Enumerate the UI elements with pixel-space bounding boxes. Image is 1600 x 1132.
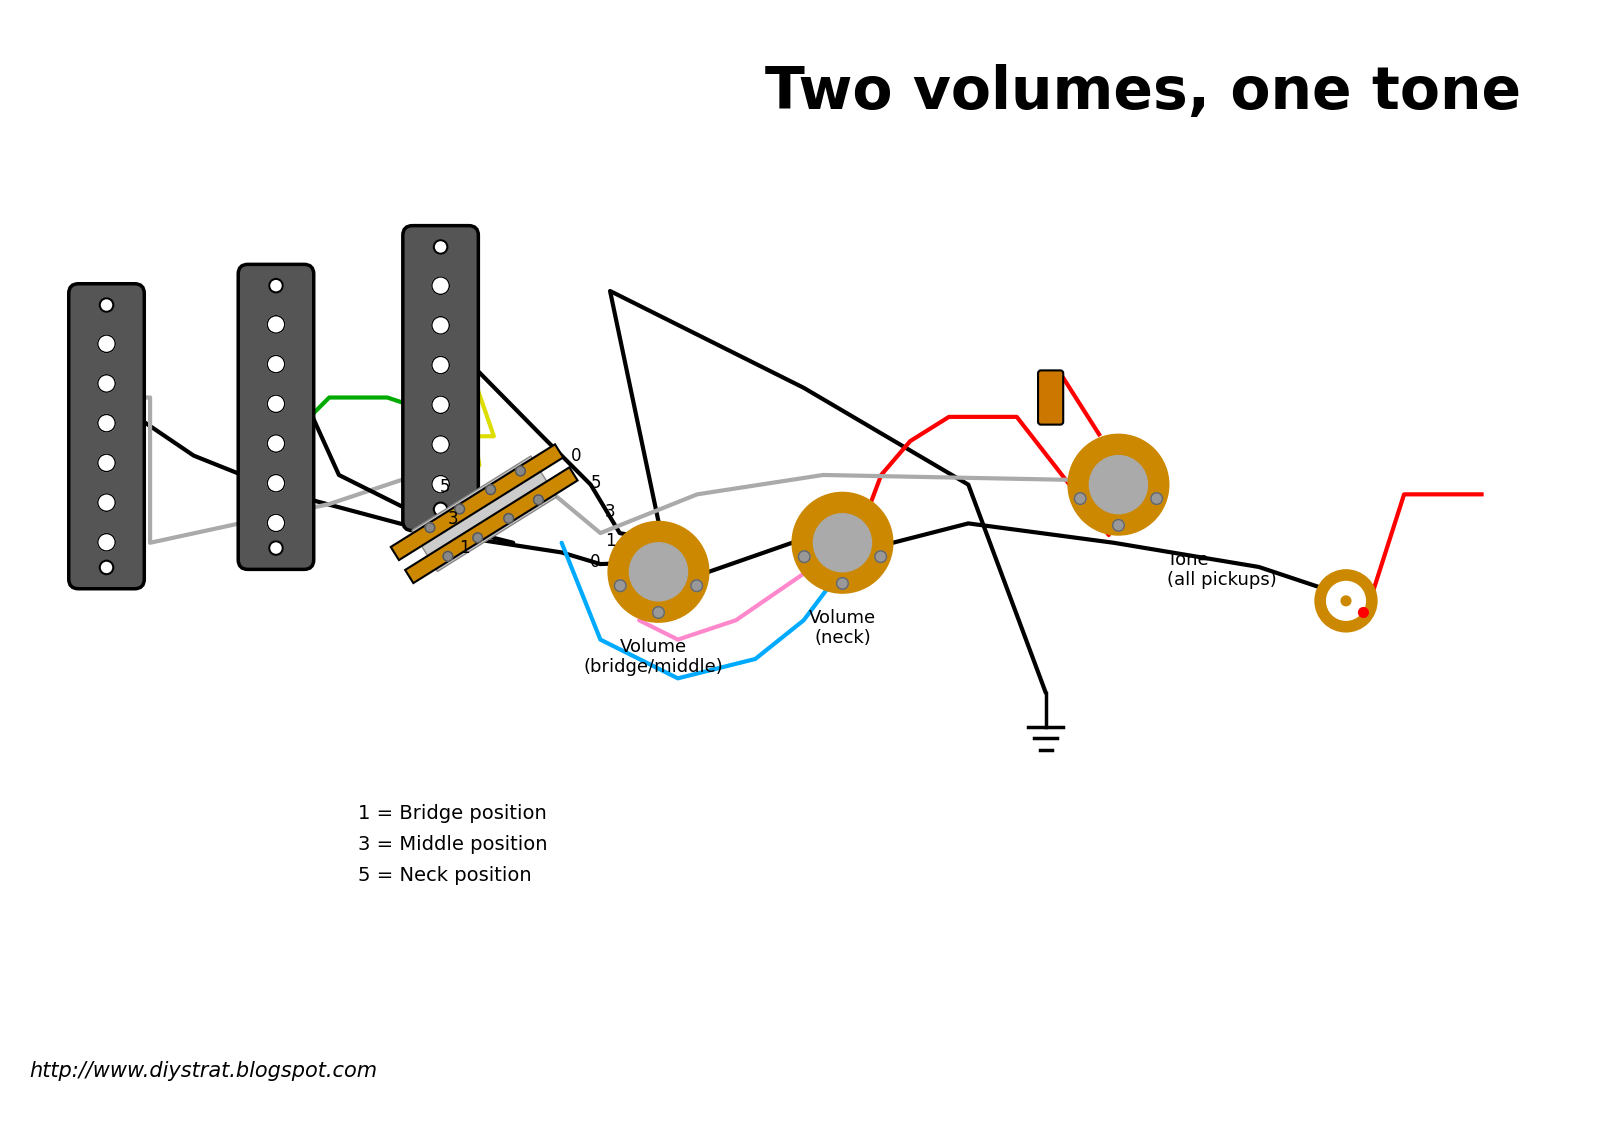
Text: 5: 5 bbox=[590, 473, 600, 491]
Circle shape bbox=[99, 298, 114, 311]
Circle shape bbox=[1326, 582, 1365, 620]
Circle shape bbox=[813, 514, 872, 572]
Text: 0: 0 bbox=[590, 554, 600, 572]
Circle shape bbox=[267, 355, 285, 372]
Circle shape bbox=[269, 278, 283, 292]
Circle shape bbox=[1075, 492, 1086, 505]
Circle shape bbox=[515, 466, 525, 475]
Text: 5: 5 bbox=[440, 478, 451, 496]
Circle shape bbox=[432, 317, 450, 334]
Circle shape bbox=[1150, 492, 1163, 505]
FancyBboxPatch shape bbox=[69, 284, 144, 589]
Circle shape bbox=[99, 560, 114, 574]
Circle shape bbox=[98, 335, 115, 352]
Circle shape bbox=[432, 357, 450, 374]
Circle shape bbox=[432, 436, 450, 453]
Text: Volume
(bridge/middle): Volume (bridge/middle) bbox=[584, 637, 723, 677]
Circle shape bbox=[1112, 520, 1125, 531]
Circle shape bbox=[267, 395, 285, 412]
Circle shape bbox=[653, 607, 664, 618]
Text: 3: 3 bbox=[605, 503, 616, 521]
Circle shape bbox=[629, 542, 688, 601]
Circle shape bbox=[98, 533, 115, 551]
Circle shape bbox=[98, 454, 115, 472]
Circle shape bbox=[454, 504, 464, 514]
Circle shape bbox=[837, 577, 848, 590]
Circle shape bbox=[504, 514, 514, 523]
Circle shape bbox=[1069, 435, 1168, 535]
Circle shape bbox=[1341, 597, 1350, 606]
Circle shape bbox=[269, 541, 283, 555]
Text: 1: 1 bbox=[605, 532, 616, 550]
Circle shape bbox=[98, 494, 115, 512]
Text: Volume
(neck): Volume (neck) bbox=[810, 609, 877, 648]
Circle shape bbox=[533, 495, 544, 505]
Text: 3: 3 bbox=[448, 509, 459, 528]
FancyBboxPatch shape bbox=[238, 265, 314, 569]
FancyBboxPatch shape bbox=[1038, 370, 1064, 424]
Text: 3 = Middle position: 3 = Middle position bbox=[358, 835, 547, 855]
Circle shape bbox=[486, 484, 496, 495]
Text: Two volumes, one tone: Two volumes, one tone bbox=[765, 65, 1520, 121]
Circle shape bbox=[1090, 455, 1147, 514]
Text: Tone
(all pickups): Tone (all pickups) bbox=[1166, 550, 1277, 590]
Circle shape bbox=[798, 551, 810, 563]
Circle shape bbox=[432, 277, 450, 294]
Text: 1 = Bridge position: 1 = Bridge position bbox=[358, 805, 547, 823]
FancyBboxPatch shape bbox=[403, 225, 478, 531]
Text: 0: 0 bbox=[571, 447, 581, 464]
Polygon shape bbox=[405, 468, 578, 583]
Circle shape bbox=[614, 580, 626, 592]
Circle shape bbox=[443, 551, 453, 561]
Circle shape bbox=[608, 522, 709, 623]
Text: 1: 1 bbox=[459, 539, 470, 557]
Circle shape bbox=[434, 503, 448, 516]
Circle shape bbox=[474, 533, 483, 542]
Circle shape bbox=[267, 514, 285, 532]
Circle shape bbox=[267, 474, 285, 492]
Polygon shape bbox=[390, 445, 563, 560]
Text: http://www.diystrat.blogspot.com: http://www.diystrat.blogspot.com bbox=[29, 1061, 378, 1081]
Circle shape bbox=[792, 492, 893, 593]
Circle shape bbox=[267, 316, 285, 333]
Text: 5 = Neck position: 5 = Neck position bbox=[358, 866, 531, 885]
Polygon shape bbox=[411, 456, 557, 572]
Circle shape bbox=[432, 396, 450, 413]
Circle shape bbox=[1358, 608, 1368, 617]
Circle shape bbox=[98, 375, 115, 392]
Circle shape bbox=[426, 523, 435, 532]
Circle shape bbox=[875, 551, 886, 563]
Circle shape bbox=[432, 475, 450, 492]
Circle shape bbox=[691, 580, 702, 592]
Circle shape bbox=[98, 414, 115, 432]
Circle shape bbox=[1315, 569, 1378, 632]
Circle shape bbox=[267, 435, 285, 452]
Circle shape bbox=[434, 240, 448, 254]
